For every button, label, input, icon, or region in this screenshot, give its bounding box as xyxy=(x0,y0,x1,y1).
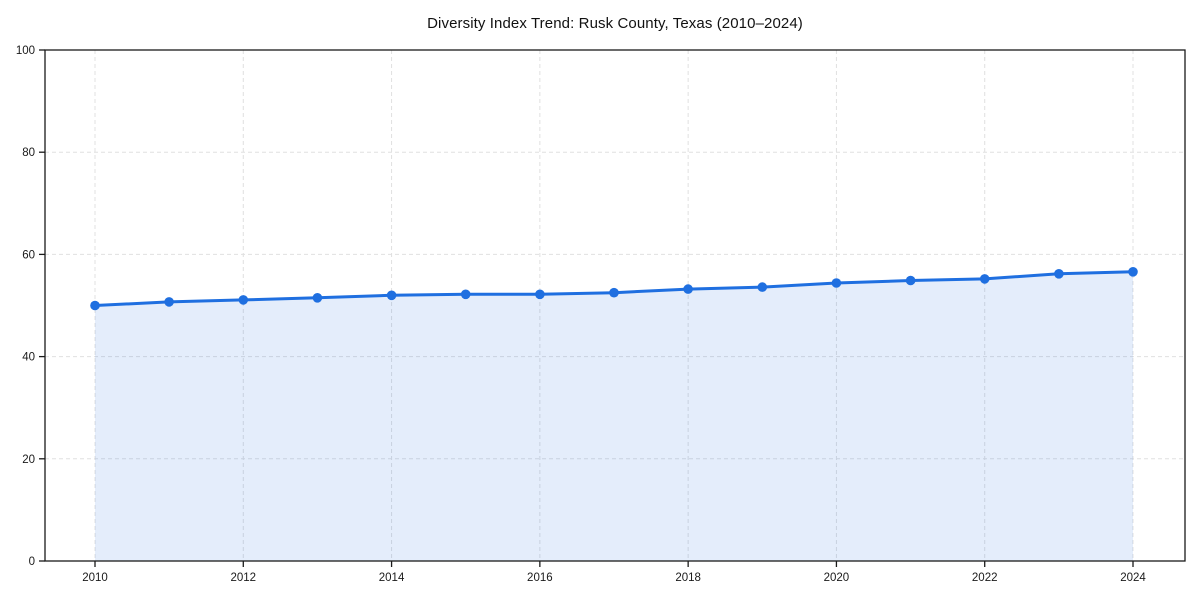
data-point xyxy=(1128,267,1138,277)
y-tick-label: 0 xyxy=(29,556,35,568)
area-fill xyxy=(95,271,1133,561)
y-tick-label: 100 xyxy=(16,45,35,57)
x-tick-label: 2024 xyxy=(1120,572,1146,584)
y-tick-label: 20 xyxy=(22,454,35,466)
data-point xyxy=(831,278,842,288)
x-tick-label: 2020 xyxy=(824,572,850,584)
data-point xyxy=(905,275,916,286)
data-point xyxy=(757,282,768,292)
x-tick-label: 2014 xyxy=(379,572,405,584)
y-tick-label: 80 xyxy=(22,147,35,159)
data-point xyxy=(312,293,323,303)
data-point xyxy=(609,287,619,298)
plot-border xyxy=(44,49,1186,562)
x-tick-label: 2022 xyxy=(972,572,998,584)
data-point xyxy=(460,289,471,300)
data-point xyxy=(1054,269,1064,279)
x-tick-label: 2018 xyxy=(675,572,701,584)
chart-title: Diversity Index Trend: Rusk County, Texa… xyxy=(427,15,803,32)
data-point xyxy=(164,297,174,307)
data-point xyxy=(979,274,990,284)
y-tick-label: 40 xyxy=(22,352,35,364)
x-tick-label: 2016 xyxy=(527,572,553,584)
data-point xyxy=(90,300,100,311)
data-point xyxy=(238,295,249,305)
data-point xyxy=(683,284,693,294)
data-point xyxy=(386,290,397,301)
y-tick-label: 60 xyxy=(22,249,35,261)
data-point xyxy=(535,289,545,300)
x-tick-label: 2010 xyxy=(82,572,108,584)
x-tick-label: 2012 xyxy=(230,572,256,584)
